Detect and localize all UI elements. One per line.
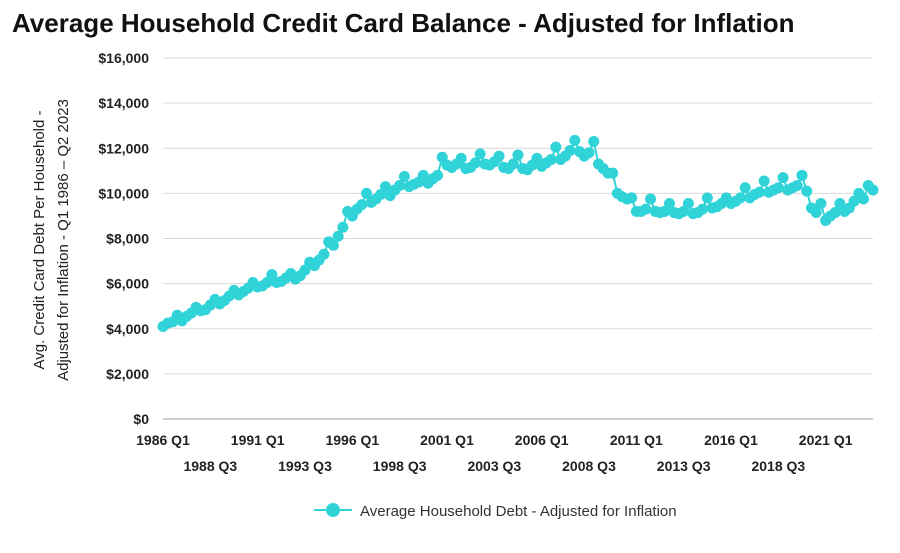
data-point[interactable] — [815, 198, 827, 210]
data-point[interactable] — [356, 199, 368, 211]
x-tick-label: 2018 Q3 — [751, 458, 805, 474]
data-point[interactable] — [545, 154, 557, 166]
data-point[interactable] — [848, 195, 860, 207]
data-point[interactable] — [332, 230, 344, 242]
data-point[interactable] — [682, 198, 694, 210]
x-axis-ticks: 1986 Q1 1991 Q1 1996 Q1 2001 Q1 2006 Q1 2011 … — [136, 432, 853, 474]
data-point[interactable] — [569, 134, 581, 146]
data-point[interactable] — [361, 187, 373, 199]
data-point[interactable] — [436, 151, 448, 163]
data-point[interactable] — [455, 152, 467, 164]
x-tick-label: 1986 Q1 — [136, 432, 190, 448]
data-point[interactable] — [398, 170, 410, 182]
y-tick-label: $10,000 — [98, 185, 149, 201]
data-point[interactable] — [512, 149, 524, 161]
y-axis-ticks: $0 $2,000 $4,000 $6,000 $8,000 $10,000 $12,000… — [98, 50, 149, 427]
data-point[interactable] — [583, 147, 595, 159]
gridlines — [163, 57, 873, 375]
legend[interactable]: Average Household Debt - Adjusted for In… — [314, 503, 677, 520]
y-tick-label: $6,000 — [106, 276, 149, 292]
x-tick-label: 2021 Q1 — [799, 432, 853, 448]
y-tick-label: $0 — [133, 411, 149, 427]
legend-label: Average Household Debt - Adjusted for In… — [360, 503, 677, 520]
data-point[interactable] — [739, 182, 751, 194]
data-point[interactable] — [327, 239, 339, 251]
data-point[interactable] — [318, 248, 330, 260]
data-point[interactable] — [791, 179, 803, 191]
data-point[interactable] — [379, 181, 391, 193]
data-point[interactable] — [645, 193, 657, 205]
x-tick-label: 1988 Q3 — [183, 458, 237, 474]
y-tick-label: $2,000 — [106, 366, 149, 382]
x-tick-label: 2003 Q3 — [467, 458, 521, 474]
data-point[interactable] — [772, 182, 784, 194]
data-point[interactable] — [626, 192, 638, 204]
data-point[interactable] — [829, 207, 841, 219]
data-point[interactable] — [697, 203, 709, 215]
data-point[interactable] — [701, 192, 713, 204]
data-point[interactable] — [337, 221, 349, 233]
data-point[interactable] — [531, 152, 543, 164]
data-point[interactable] — [734, 192, 746, 204]
data-point[interactable] — [432, 169, 444, 181]
data-point[interactable] — [867, 184, 879, 196]
x-tick-label: 2006 Q1 — [515, 432, 569, 448]
data-point[interactable] — [394, 179, 406, 191]
x-tick-label: 1991 Q1 — [231, 432, 285, 448]
data-point[interactable] — [507, 158, 519, 170]
series-layer — [157, 134, 879, 332]
data-point[interactable] — [299, 264, 311, 276]
data-point[interactable] — [659, 205, 671, 217]
data-point[interactable] — [469, 157, 481, 169]
x-tick-label: 2011 Q1 — [610, 432, 663, 448]
y-axis-title: Avg. Credit Card Debt Per Household - Ad… — [31, 99, 72, 381]
data-point[interactable] — [607, 167, 619, 179]
data-point[interactable] — [640, 203, 652, 215]
chart-title: Average Household Credit Card Balance - … — [12, 8, 795, 38]
data-point[interactable] — [777, 172, 789, 184]
data-point[interactable] — [758, 175, 770, 187]
y-tick-label: $16,000 — [98, 50, 149, 66]
data-point[interactable] — [493, 150, 505, 162]
data-point[interactable] — [834, 198, 846, 210]
data-point[interactable] — [550, 141, 562, 153]
data-point[interactable] — [564, 145, 576, 157]
data-point[interactable] — [663, 198, 675, 210]
data-point[interactable] — [266, 269, 278, 281]
data-point[interactable] — [588, 135, 600, 147]
y-tick-label: $8,000 — [106, 231, 149, 247]
y-tick-label: $4,000 — [106, 321, 149, 337]
data-point[interactable] — [417, 169, 429, 181]
x-tick-label: 1996 Q1 — [325, 432, 379, 448]
x-tick-label: 1998 Q3 — [373, 458, 427, 474]
legend-dot-marker — [326, 503, 340, 517]
data-point[interactable] — [753, 186, 765, 198]
x-tick-label: 2013 Q3 — [657, 458, 711, 474]
x-tick-label: 1993 Q3 — [278, 458, 332, 474]
y-axis-title-line1: Avg. Credit Card Debt Per Household - — [31, 110, 48, 369]
y-axis-title-line2: Adjusted for Inflation - Q1 1986 – Q2 20… — [55, 99, 72, 381]
data-point[interactable] — [261, 276, 273, 288]
y-tick-label: $12,000 — [98, 140, 149, 156]
data-point[interactable] — [858, 193, 870, 205]
data-point[interactable] — [678, 205, 690, 217]
data-point[interactable] — [375, 189, 387, 201]
data-point[interactable] — [810, 207, 822, 219]
data-point[interactable] — [801, 185, 813, 197]
x-tick-label: 2016 Q1 — [704, 432, 758, 448]
y-tick-label: $14,000 — [98, 95, 149, 111]
data-point[interactable] — [474, 148, 486, 160]
x-tick-label: 2001 Q1 — [420, 432, 474, 448]
data-point[interactable] — [796, 169, 808, 181]
x-tick-label: 2008 Q3 — [562, 458, 616, 474]
